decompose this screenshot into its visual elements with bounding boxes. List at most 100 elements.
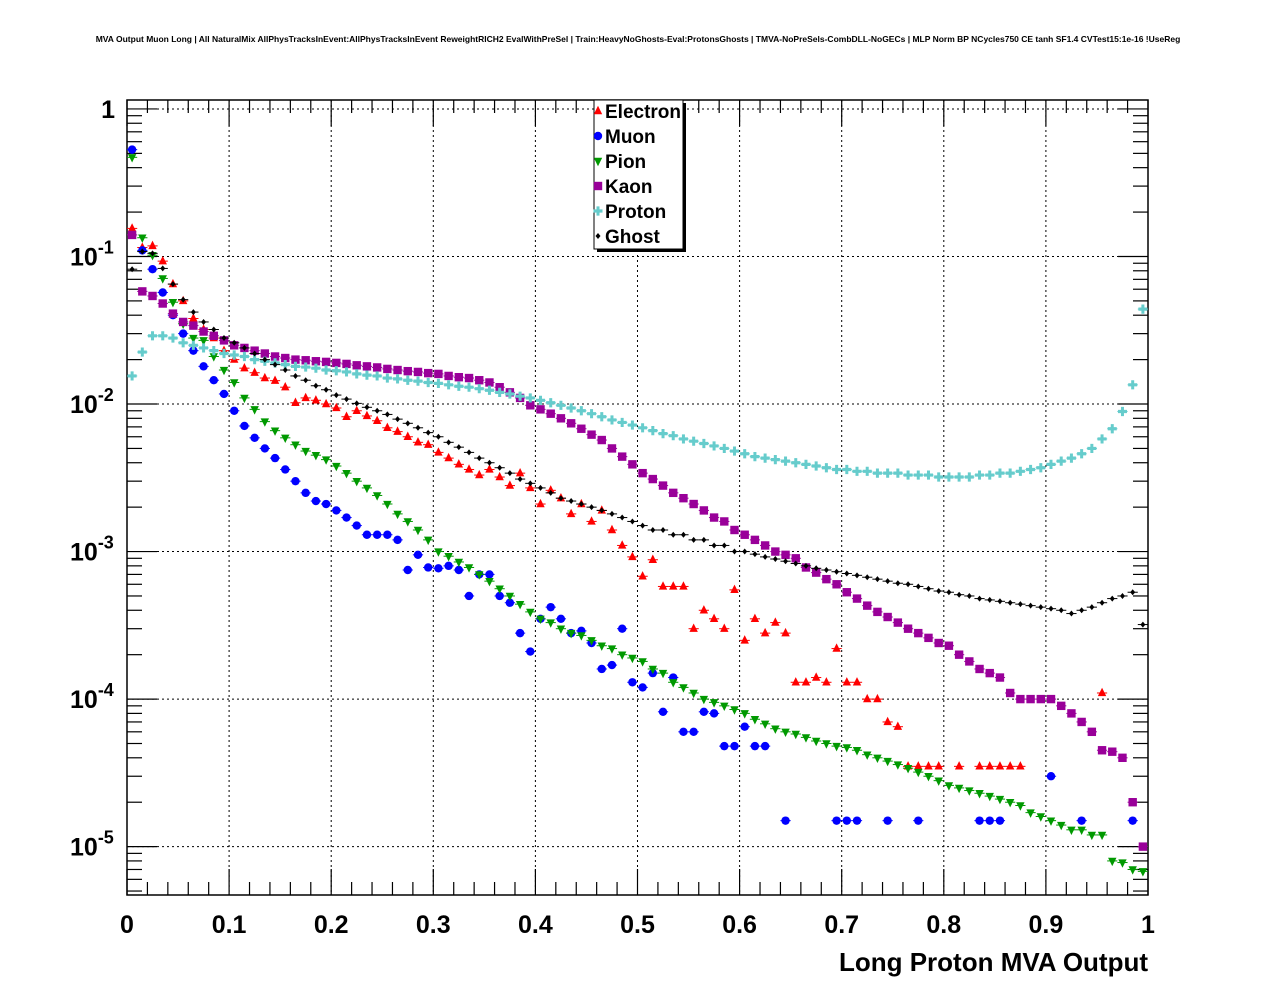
data-point bbox=[362, 362, 372, 371]
legend-label: Muon bbox=[605, 127, 656, 148]
data-point bbox=[556, 614, 566, 624]
data-point bbox=[252, 350, 258, 357]
data-point bbox=[558, 495, 564, 502]
data-point bbox=[914, 768, 923, 778]
data-point bbox=[301, 447, 310, 457]
data-point bbox=[1046, 459, 1056, 469]
data-point bbox=[262, 356, 268, 363]
data-point bbox=[556, 625, 566, 634]
data-point bbox=[668, 431, 678, 441]
data-point bbox=[975, 664, 984, 674]
data-point bbox=[517, 476, 523, 483]
data-point bbox=[505, 598, 515, 607]
data-point bbox=[362, 370, 372, 380]
data-point bbox=[597, 412, 607, 422]
data-point bbox=[250, 406, 259, 415]
data-point bbox=[954, 472, 964, 482]
data-point bbox=[1057, 701, 1066, 711]
data-point bbox=[281, 434, 290, 444]
data-point bbox=[709, 513, 719, 522]
data-point bbox=[1028, 602, 1034, 609]
data-point bbox=[997, 598, 1003, 605]
data-point bbox=[852, 816, 862, 825]
data-point bbox=[750, 613, 760, 623]
data-point bbox=[332, 506, 341, 515]
data-point bbox=[1005, 688, 1015, 698]
data-point bbox=[617, 624, 627, 633]
data-point bbox=[883, 716, 892, 726]
data-point bbox=[709, 613, 719, 623]
data-point bbox=[160, 265, 166, 272]
data-point bbox=[863, 601, 872, 610]
data-point bbox=[290, 361, 300, 371]
data-point bbox=[1140, 621, 1146, 628]
data-point bbox=[944, 472, 954, 482]
data-point bbox=[538, 484, 544, 491]
data-point bbox=[679, 727, 688, 737]
data-point bbox=[1046, 772, 1056, 781]
data-point bbox=[801, 734, 811, 743]
data-point bbox=[679, 684, 688, 693]
data-point bbox=[219, 348, 229, 359]
data-point bbox=[474, 384, 484, 394]
data-point bbox=[1130, 589, 1136, 596]
data-point bbox=[862, 466, 872, 476]
data-point bbox=[270, 453, 280, 463]
data-point bbox=[332, 462, 341, 472]
data-point bbox=[311, 363, 321, 373]
data-point bbox=[689, 689, 698, 699]
data-point bbox=[352, 521, 361, 530]
data-point bbox=[178, 338, 188, 348]
data-point bbox=[995, 795, 1005, 805]
series-proton bbox=[127, 304, 1148, 482]
data-point bbox=[680, 531, 686, 538]
data-point bbox=[219, 366, 229, 376]
data-point bbox=[966, 592, 972, 599]
data-point bbox=[444, 371, 453, 381]
data-point bbox=[374, 407, 380, 414]
data-point bbox=[1058, 607, 1064, 614]
data-point bbox=[863, 751, 872, 760]
data-point bbox=[914, 628, 923, 638]
data-point bbox=[793, 560, 799, 567]
data-point bbox=[139, 248, 145, 255]
data-point bbox=[190, 309, 196, 316]
data-point bbox=[619, 514, 625, 521]
data-point bbox=[842, 464, 852, 475]
data-point bbox=[250, 433, 259, 443]
data-point bbox=[905, 581, 911, 588]
data-point bbox=[352, 477, 361, 487]
data-point bbox=[260, 444, 270, 453]
data-point bbox=[781, 627, 790, 637]
data-point bbox=[730, 706, 739, 715]
data-point bbox=[526, 401, 535, 410]
data-point bbox=[189, 321, 198, 330]
data-point bbox=[425, 429, 431, 436]
data-point bbox=[199, 362, 208, 371]
data-point bbox=[985, 761, 994, 770]
data-point bbox=[384, 411, 390, 418]
data-point bbox=[903, 624, 913, 633]
data-point bbox=[525, 393, 535, 403]
x-axis-title: Long Proton MVA Output bbox=[839, 947, 1148, 977]
data-point bbox=[292, 372, 298, 379]
data-point bbox=[1026, 694, 1035, 704]
data-point bbox=[995, 673, 1005, 682]
data-point bbox=[444, 553, 453, 562]
legend-entry-muon: Muon bbox=[593, 127, 656, 148]
data-point bbox=[864, 574, 870, 581]
data-point bbox=[893, 618, 903, 627]
data-point bbox=[495, 591, 504, 601]
data-point bbox=[577, 632, 586, 641]
data-point bbox=[720, 517, 729, 526]
data-point bbox=[158, 275, 167, 284]
data-point bbox=[127, 145, 137, 154]
data-point bbox=[658, 669, 668, 679]
data-point bbox=[760, 720, 770, 730]
data-point bbox=[556, 414, 566, 423]
data-point bbox=[158, 299, 167, 308]
data-point bbox=[1015, 466, 1025, 476]
data-point bbox=[209, 346, 219, 356]
data-point bbox=[956, 591, 962, 598]
data-point bbox=[873, 693, 882, 703]
